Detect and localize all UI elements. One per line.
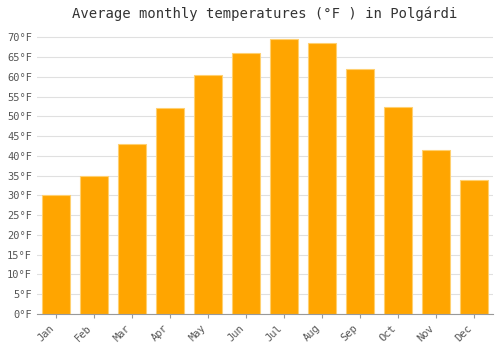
Bar	[156, 108, 184, 314]
Bar	[194, 75, 222, 314]
Bar	[460, 180, 488, 314]
Bar	[384, 106, 412, 314]
Bar	[422, 150, 450, 314]
Bar	[80, 176, 108, 314]
Bar	[346, 69, 374, 314]
Bar	[118, 144, 146, 314]
Bar	[232, 53, 260, 314]
Bar	[270, 40, 298, 314]
Bar	[42, 195, 70, 314]
Title: Average monthly temperatures (°F ) in Polgárdi: Average monthly temperatures (°F ) in Po…	[72, 7, 458, 21]
Bar	[308, 43, 336, 314]
